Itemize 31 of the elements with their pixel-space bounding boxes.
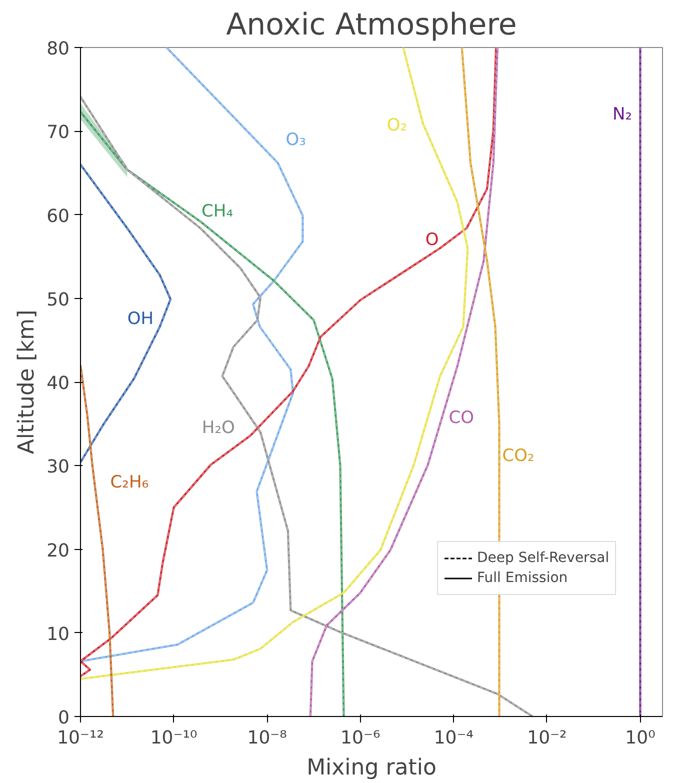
y-tick-label: 30 (46, 456, 70, 478)
legend-label: Deep Self-Reversal (477, 550, 610, 566)
x-tick-label: 10⁻⁴ (434, 728, 474, 748)
y-tick-label: 70 (46, 122, 70, 144)
y-tick-label: 0 (58, 708, 70, 728)
y-tick-label: 50 (46, 289, 70, 310)
series-label: OH (127, 309, 154, 330)
y-tick-label: 80 (46, 38, 70, 60)
x-tick-label: 10⁻¹⁰ (150, 728, 198, 748)
y-tick-label: 40 (46, 373, 70, 394)
series-label: O (425, 230, 439, 250)
series-label: CH₄ (202, 201, 234, 222)
series-label: C₂H₆ (110, 472, 149, 493)
y-tick-label: 10 (46, 624, 70, 645)
legend-label: Full Emission (477, 570, 568, 586)
series-label: N₂ (612, 104, 632, 124)
x-tick-label: 10⁻¹² (57, 728, 104, 748)
series-label: O₂ (386, 116, 408, 136)
y-tick-label: 20 (46, 540, 70, 562)
x-axis-title: Mixing ratio (306, 756, 436, 780)
x-tick-label: 10⁻⁸ (247, 728, 287, 748)
y-tick-label: 60 (46, 206, 70, 227)
y-axis-title: Altitude [km] (14, 310, 40, 454)
series-label: O₃ (286, 130, 306, 150)
series-label: H₂O (202, 418, 235, 438)
x-tick-label: 10⁻⁶ (340, 728, 380, 748)
x-tick-label: 10⁻² (527, 728, 567, 748)
series-label: CO₂ (502, 446, 534, 466)
x-tick-label: 10⁰ (625, 728, 656, 748)
series-label: CO (448, 408, 474, 428)
chart-title: Anoxic Atmosphere (226, 8, 517, 42)
